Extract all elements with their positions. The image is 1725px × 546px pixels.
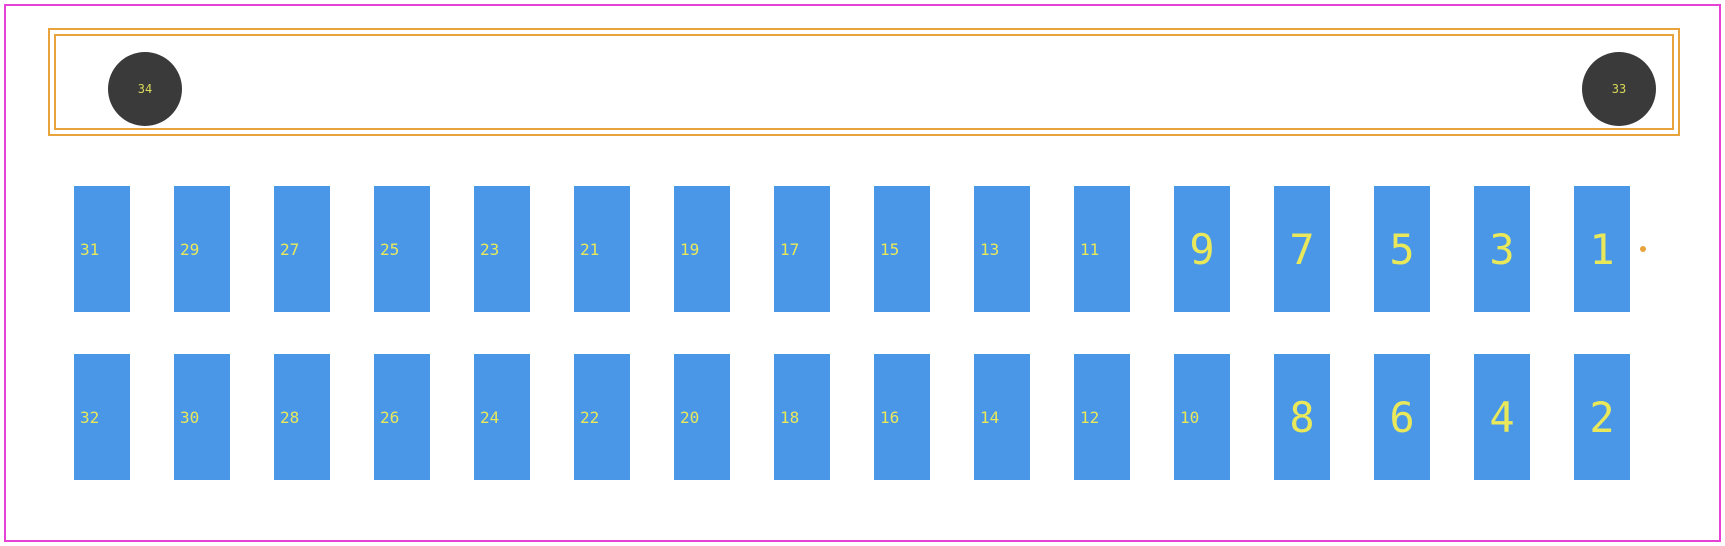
- pad-6: 6: [1374, 354, 1430, 480]
- footprint-canvas: 3433 31292725232119171513119753132302826…: [0, 0, 1725, 546]
- connector-outline-inner: [54, 34, 1674, 130]
- pad-label: 10: [1180, 408, 1199, 427]
- pad-label: 9: [1189, 225, 1214, 274]
- pad-label: 22: [580, 408, 599, 427]
- pad-8: 8: [1274, 354, 1330, 480]
- pad-label: 31: [80, 240, 99, 259]
- pad-label: 27: [280, 240, 299, 259]
- pad-label: 6: [1389, 393, 1414, 442]
- pad-label: 18: [780, 408, 799, 427]
- pad-27: 27: [274, 186, 330, 312]
- pad-2: 2: [1574, 354, 1630, 480]
- pad-label: 30: [180, 408, 199, 427]
- pad-19: 19: [674, 186, 730, 312]
- pad-18: 18: [774, 354, 830, 480]
- pad-label: 13: [980, 240, 999, 259]
- pad-label: 32: [80, 408, 99, 427]
- pad-label: 21: [580, 240, 599, 259]
- pad-4: 4: [1474, 354, 1530, 480]
- hole-label: 34: [138, 82, 152, 96]
- pad-5: 5: [1374, 186, 1430, 312]
- pad-25: 25: [374, 186, 430, 312]
- pad-label: 12: [1080, 408, 1099, 427]
- pad-23: 23: [474, 186, 530, 312]
- pad-label: 24: [480, 408, 499, 427]
- pin1-marker: [1640, 246, 1646, 252]
- pad-10: 10: [1174, 354, 1230, 480]
- pad-17: 17: [774, 186, 830, 312]
- pad-22: 22: [574, 354, 630, 480]
- pad-16: 16: [874, 354, 930, 480]
- pad-12: 12: [1074, 354, 1130, 480]
- hole-label: 33: [1612, 82, 1626, 96]
- pad-13: 13: [974, 186, 1030, 312]
- pad-label: 5: [1389, 225, 1414, 274]
- pad-14: 14: [974, 354, 1030, 480]
- pad-label: 1: [1589, 225, 1614, 274]
- pad-label: 20: [680, 408, 699, 427]
- pad-24: 24: [474, 354, 530, 480]
- pad-11: 11: [1074, 186, 1130, 312]
- pad-label: 16: [880, 408, 899, 427]
- mounting-hole-33: 33: [1582, 52, 1656, 126]
- pad-26: 26: [374, 354, 430, 480]
- pad-label: 8: [1289, 393, 1314, 442]
- pad-31: 31: [74, 186, 130, 312]
- pad-label: 28: [280, 408, 299, 427]
- pad-label: 4: [1489, 393, 1514, 442]
- pad-label: 14: [980, 408, 999, 427]
- pad-32: 32: [74, 354, 130, 480]
- pad-label: 11: [1080, 240, 1099, 259]
- pad-label: 2: [1589, 393, 1614, 442]
- pad-1: 1: [1574, 186, 1630, 312]
- pad-label: 15: [880, 240, 899, 259]
- pad-30: 30: [174, 354, 230, 480]
- pad-label: 7: [1289, 225, 1314, 274]
- pad-label: 23: [480, 240, 499, 259]
- pad-label: 25: [380, 240, 399, 259]
- pad-20: 20: [674, 354, 730, 480]
- mounting-hole-34: 34: [108, 52, 182, 126]
- pad-7: 7: [1274, 186, 1330, 312]
- pad-28: 28: [274, 354, 330, 480]
- pad-label: 17: [780, 240, 799, 259]
- pad-29: 29: [174, 186, 230, 312]
- pad-label: 29: [180, 240, 199, 259]
- pad-21: 21: [574, 186, 630, 312]
- pad-label: 3: [1489, 225, 1514, 274]
- pad-label: 26: [380, 408, 399, 427]
- pad-3: 3: [1474, 186, 1530, 312]
- pad-15: 15: [874, 186, 930, 312]
- pad-9: 9: [1174, 186, 1230, 312]
- pad-label: 19: [680, 240, 699, 259]
